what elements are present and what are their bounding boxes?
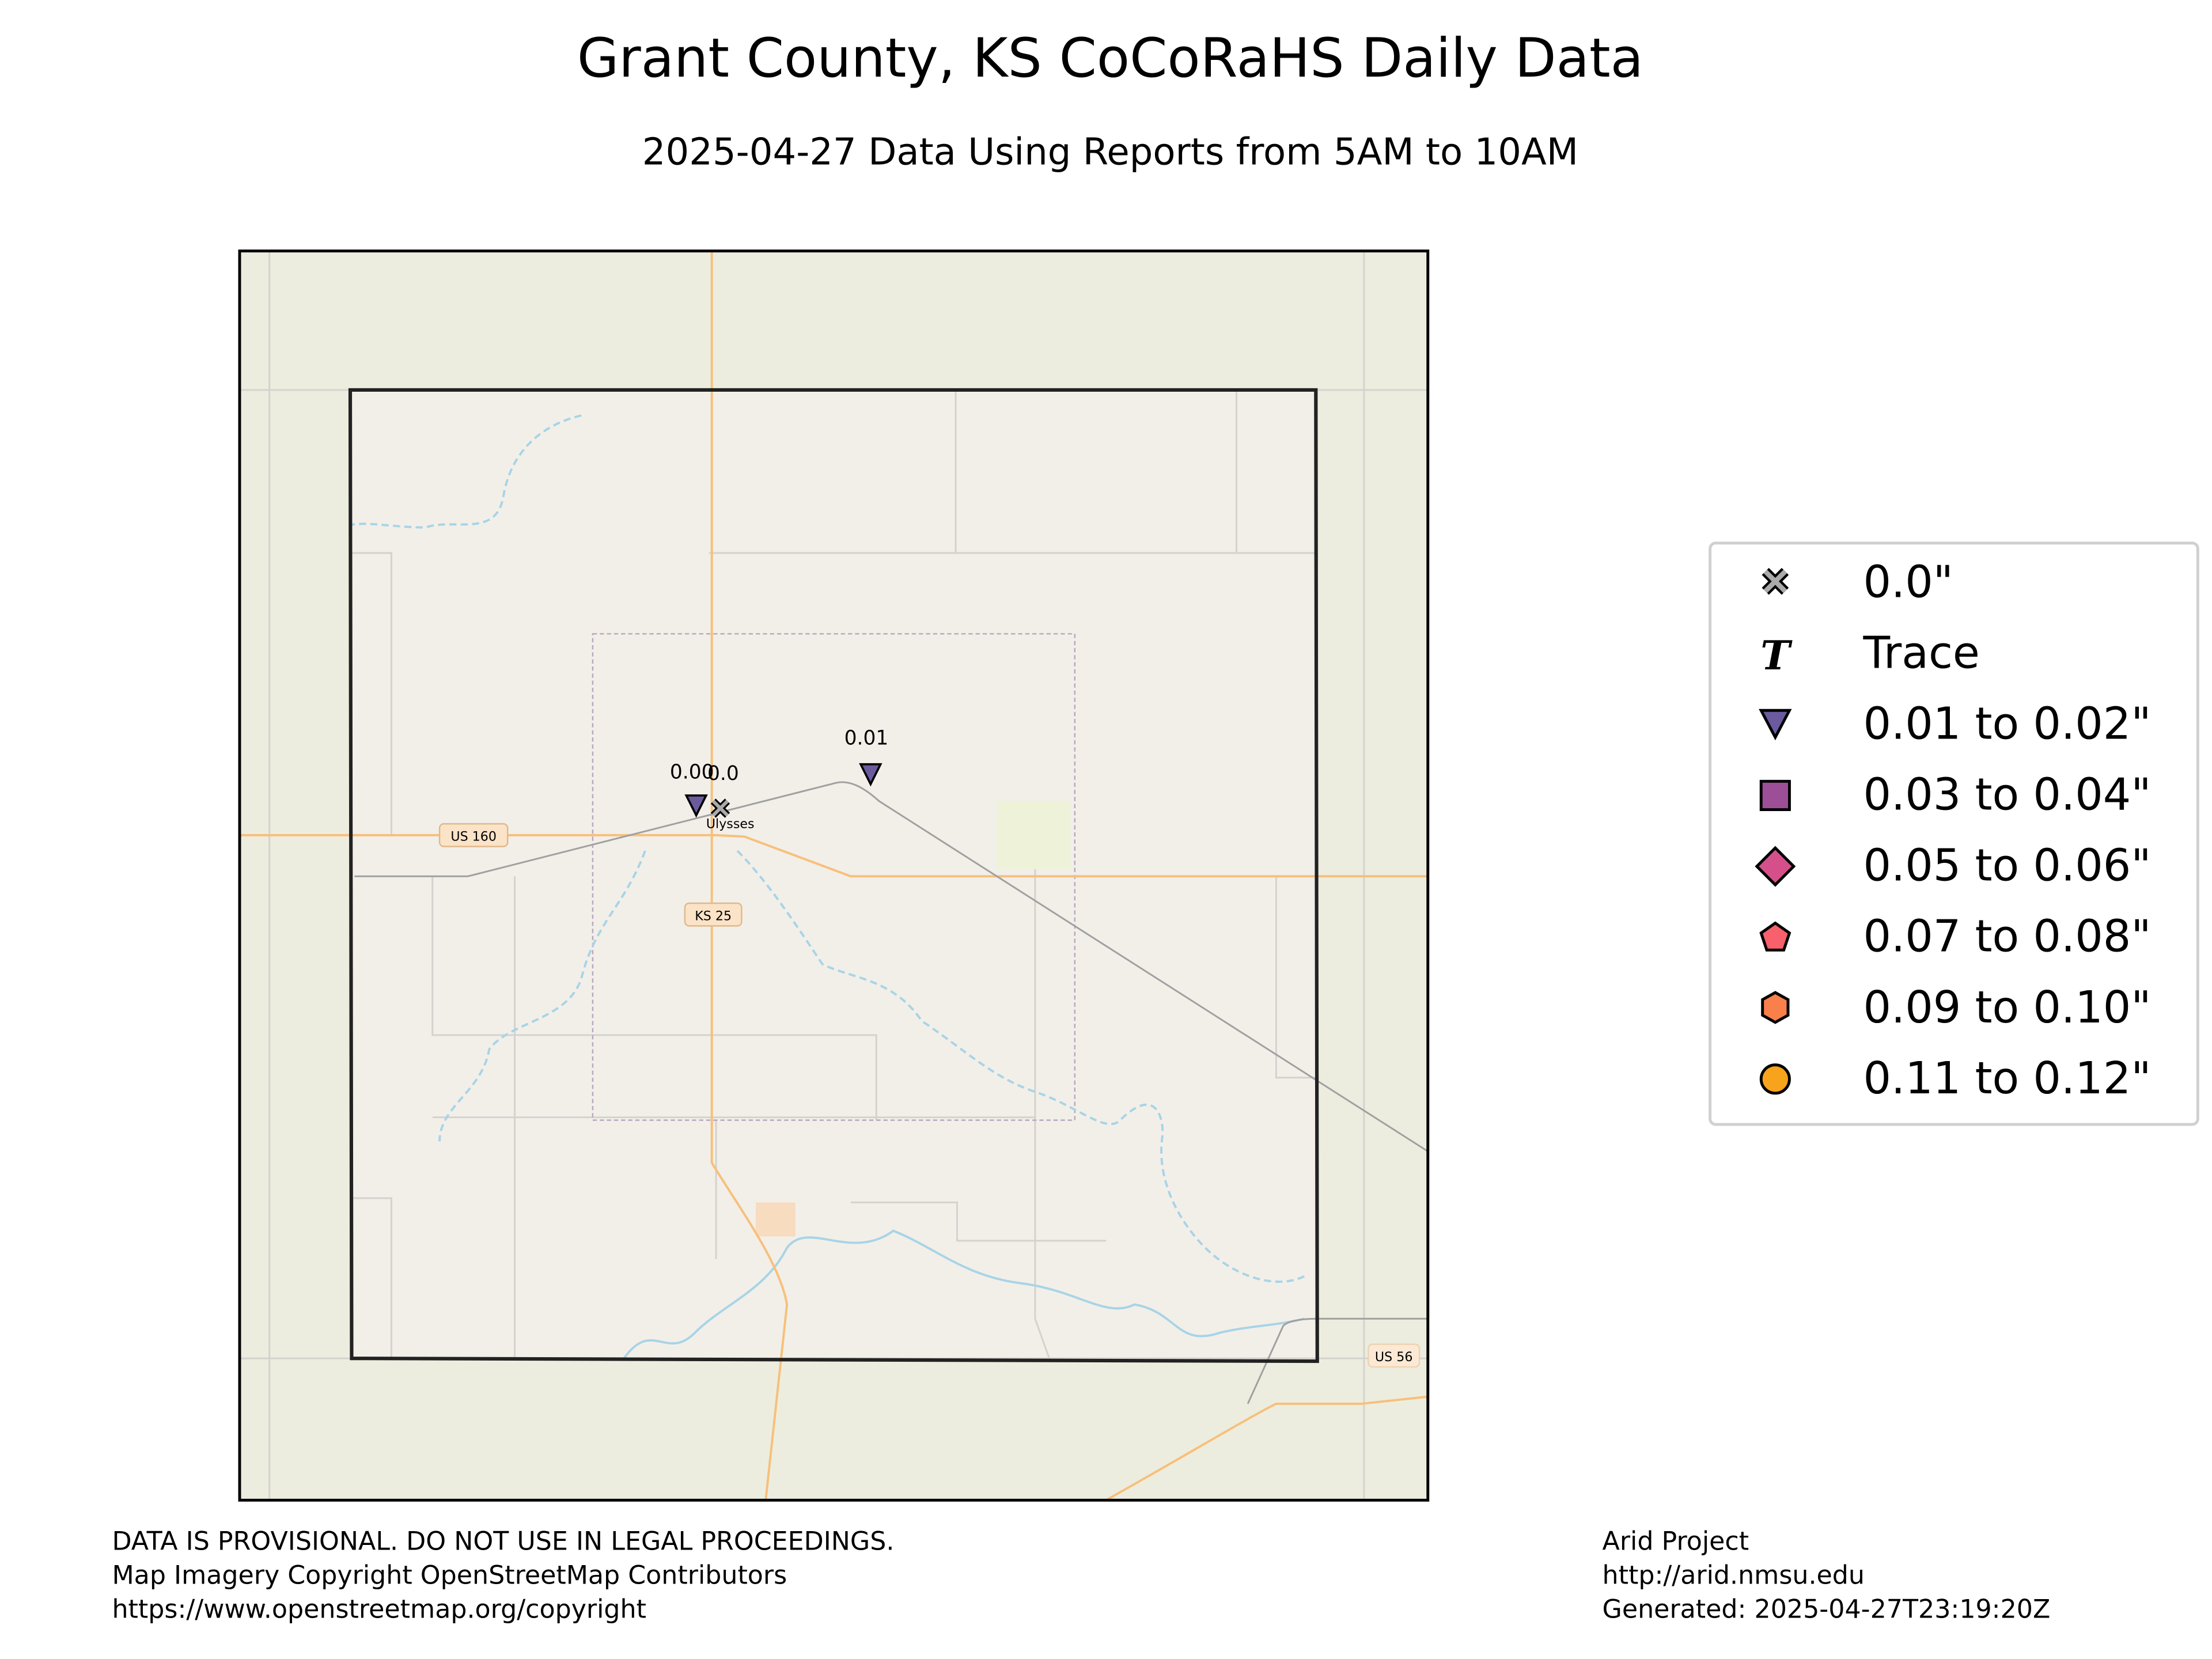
legend-marker: [1759, 709, 1792, 741]
shield: [438, 823, 509, 847]
station-marker: [711, 800, 729, 817]
station-marker: [859, 763, 882, 787]
map-label: Ulysses: [706, 817, 755, 832]
subtitle: 2025-04-27 Data Using Reports from 5AM t…: [642, 131, 1578, 174]
railway: [354, 781, 1428, 1153]
station-marker: [684, 794, 708, 818]
station-label: 0.00: [670, 760, 714, 783]
map-tiles: US 160 KS 25 Ulysses US 56: [240, 251, 1428, 1501]
footer-text: Map Imagery Copyright OpenStreetMap Cont…: [112, 1561, 787, 1590]
footer-text: Arid Project: [1603, 1527, 1749, 1556]
county-border: [348, 388, 1319, 1363]
legend-label: 0.0": [1863, 556, 1953, 607]
map-label: KS 25: [695, 909, 732, 924]
map-frame: [238, 249, 1430, 1502]
road-shields: US 160 KS 25 Ulysses US 56: [438, 817, 1421, 1368]
legend-label: 0.03 to 0.04": [1863, 769, 2151, 820]
footer-text: Generated: 2025-04-27T23:19:20Z: [1603, 1595, 2051, 1624]
map-label: US 56: [1375, 1350, 1412, 1365]
map: US 160 KS 25 Ulysses US 56 0.00 0.0 0.01: [238, 249, 1430, 1502]
shield: [684, 902, 743, 927]
legend-label: Trace: [1862, 627, 1979, 678]
legend-label: 0.11 to 0.12": [1863, 1052, 2151, 1104]
map-label: US 160: [450, 830, 497, 844]
title: Grant County, KS CoCoRaHS Daily Data: [577, 27, 1643, 90]
legend-marker: [1755, 846, 1796, 887]
legend-marker: [1761, 991, 1790, 1024]
footer-text: https://www.openstreetmap.org/copyright: [112, 1595, 646, 1624]
river: [623, 1229, 1305, 1359]
legend: T 0.0" Trace 0.01 to 0.02" 0.03 to 0.04"…: [1709, 541, 2199, 1126]
station-label: 0.0: [707, 762, 739, 785]
stations: 0.00 0.0 0.01: [670, 726, 889, 818]
legend-label: 0.05 to 0.06": [1863, 840, 2151, 891]
legend-label: 0.09 to 0.10": [1863, 982, 2151, 1033]
legend-label: 0.07 to 0.08": [1863, 911, 2151, 962]
highways: [240, 251, 1428, 1501]
footer-text: DATA IS PROVISIONAL. DO NOT USE IN LEGAL…: [112, 1527, 894, 1556]
footer-text: http://arid.nmsu.edu: [1603, 1561, 1865, 1590]
legend-box: [1709, 541, 2199, 1126]
station-label: 0.01: [844, 726, 889, 749]
streams: [351, 414, 1305, 1283]
land-patch: [756, 1202, 796, 1237]
legend-marker: [1759, 921, 1791, 952]
footer: DATA IS PROVISIONAL. DO NOT USE IN LEGAL…: [112, 1527, 2050, 1624]
legend-label: 0.01 to 0.02": [1863, 698, 2151, 749]
land-patch: [997, 801, 1071, 869]
legend-marker: [1763, 569, 1787, 593]
shield: [1368, 1343, 1421, 1368]
legend-marker: T: [1760, 632, 1793, 679]
legend-marker: [1759, 1063, 1791, 1095]
legend-marker: [1759, 779, 1791, 811]
